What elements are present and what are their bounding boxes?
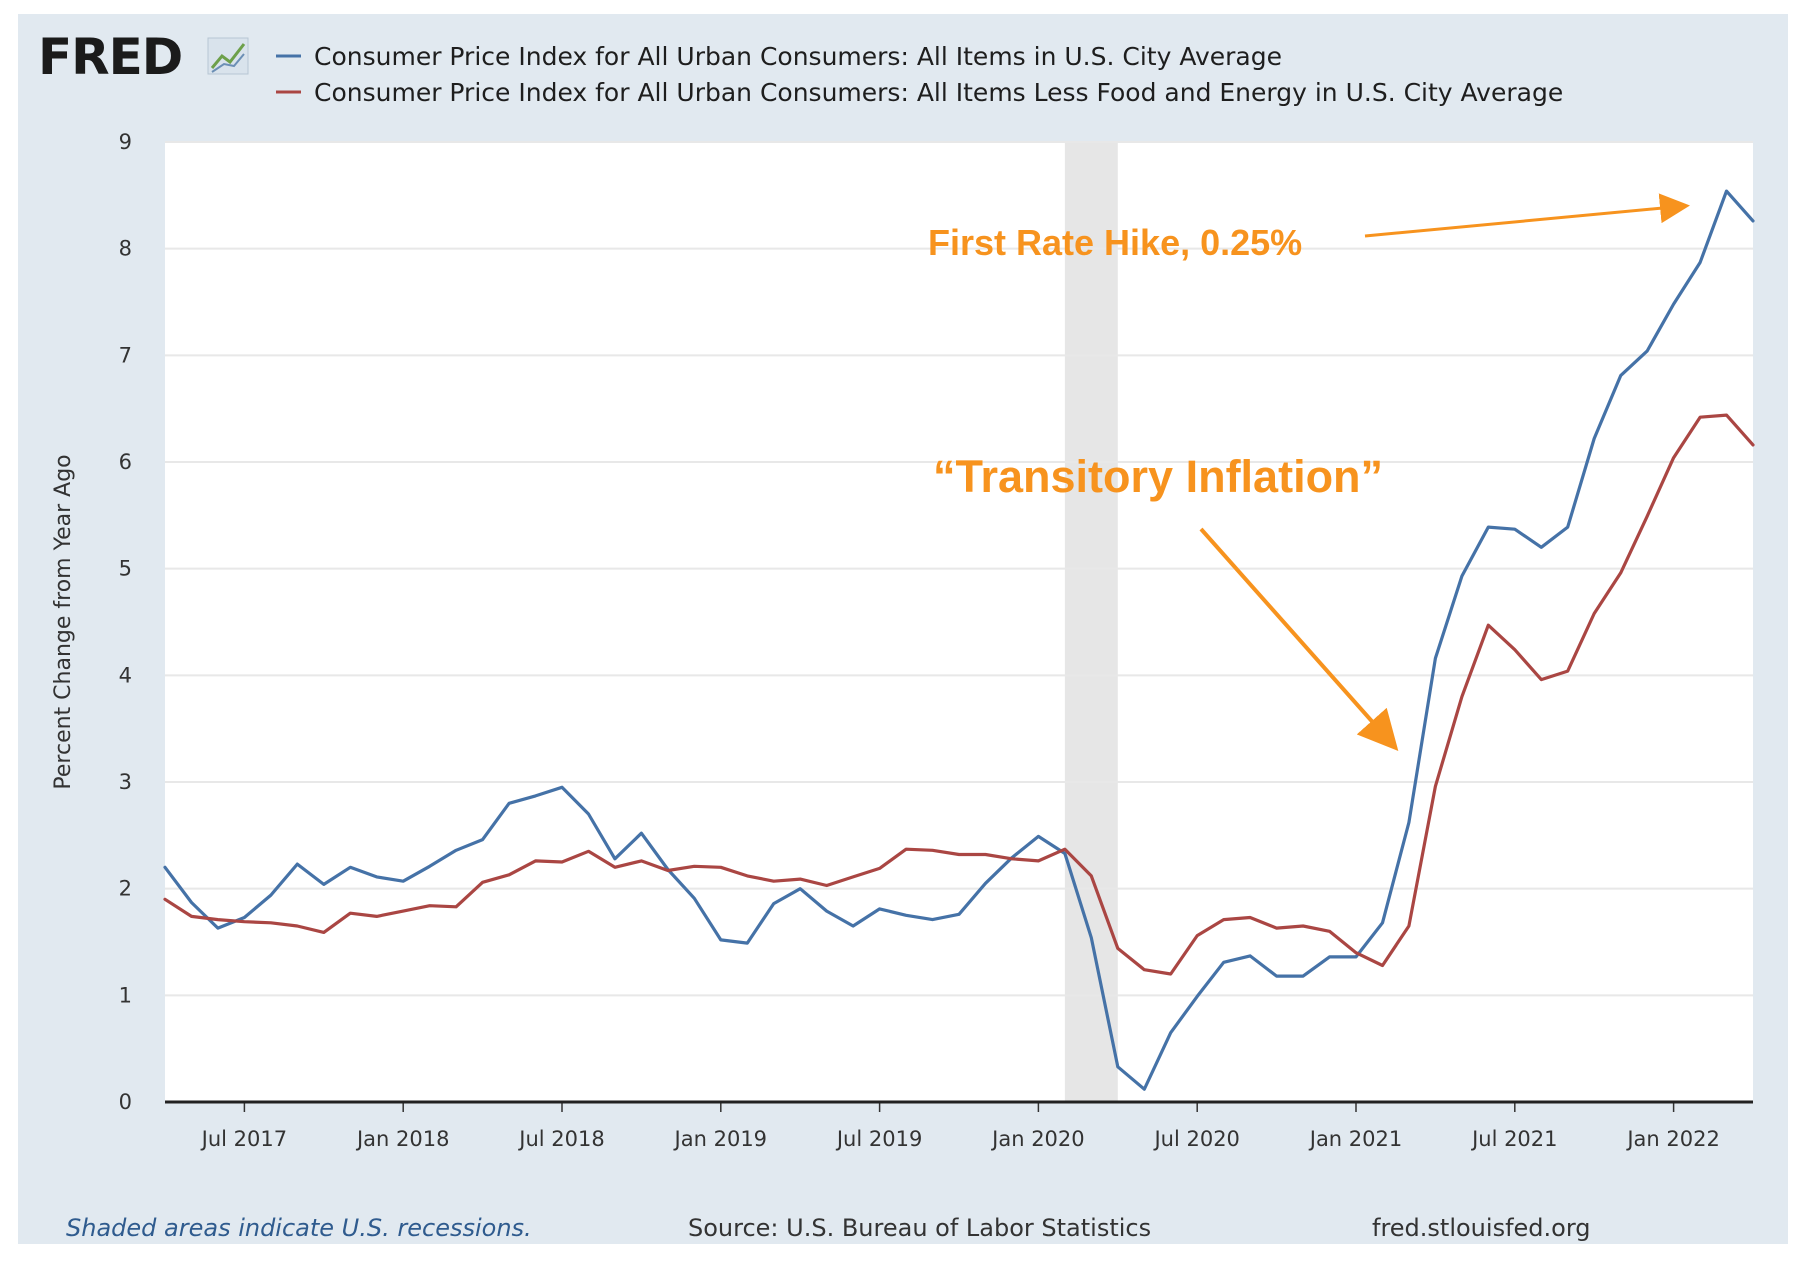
x-tick-label: Jul 2021	[1470, 1127, 1557, 1151]
y-axis-label: Percent Change from Year Ago	[51, 454, 76, 789]
x-tick-label: Jul 2018	[517, 1127, 604, 1151]
y-tick-label: 2	[119, 877, 132, 901]
series-lines	[163, 189, 1755, 1091]
legend-item-cpi-all[interactable]: Consumer Price Index for All Urban Consu…	[276, 42, 1282, 71]
y-tick-label: 5	[119, 557, 132, 581]
fred-logo[interactable]: FRED	[38, 28, 249, 86]
y-tick-label: 6	[119, 450, 132, 474]
x-tick-label: Jan 2021	[1308, 1127, 1403, 1151]
recession-band	[1064, 142, 1118, 1102]
legend: Consumer Price Index for All Urban Consu…	[276, 42, 1563, 107]
y-tick-label: 9	[119, 130, 132, 154]
x-tick-label: Jul 2020	[1152, 1127, 1239, 1151]
y-tick-label: 3	[119, 770, 132, 794]
fred-logo-text: FRED	[38, 28, 182, 86]
x-tick-label: Jan 2019	[673, 1127, 768, 1151]
fred-logo-graph-icon	[207, 37, 249, 75]
annotation-transitory-inflation-arrow	[1199, 527, 1399, 751]
recession-note: Shaded areas indicate U.S. recessions.	[66, 1214, 532, 1242]
y-tick-label: 8	[119, 237, 132, 261]
annotation-first-rate-hike-text: First Rate Hike, 0.25%	[928, 222, 1302, 263]
annotation-first-rate-hike-arrow	[1364, 193, 1690, 238]
x-tick-label: Jan 2018	[355, 1127, 450, 1151]
fred-site-link[interactable]: fred.stlouisfed.org	[1372, 1214, 1591, 1242]
annotation-transitory-inflation: “Transitory Inflation”	[933, 451, 1399, 751]
y-tick-label: 7	[119, 343, 132, 367]
y-tick-label: 0	[119, 1090, 132, 1114]
series-line-cpi-all[interactable]	[163, 189, 1755, 1091]
legend-label-cpi-all: Consumer Price Index for All Urban Consu…	[314, 42, 1282, 71]
source-note: Source: U.S. Bureau of Labor Statistics	[688, 1214, 1151, 1242]
series-line-cpi-core[interactable]	[163, 413, 1755, 976]
x-tick-label: Jul 2017	[200, 1127, 287, 1151]
x-tick-label: Jul 2019	[835, 1127, 922, 1151]
x-tick-label: Jan 2022	[1625, 1127, 1720, 1151]
recession-shading	[1064, 142, 1118, 1102]
plot-area	[165, 142, 1753, 1102]
x-tick-label: Jan 2020	[990, 1127, 1085, 1151]
x-axis-ticks: Jul 2017 Jan 2018 Jul 2018 Jan 2019 Jul 2019…	[200, 1102, 1720, 1151]
legend-label-cpi-core: Consumer Price Index for All Urban Consu…	[314, 78, 1563, 107]
annotation-transitory-inflation-text: “Transitory Inflation”	[933, 451, 1383, 502]
annotation-first-rate-hike: First Rate Hike, 0.25%	[928, 193, 1690, 263]
y-tick-label: 1	[119, 983, 132, 1007]
y-axis-ticks: 0 1 2 3 4 5 6 7 8 9	[119, 130, 132, 1114]
gridlines	[165, 141, 1753, 997]
y-tick-label: 4	[119, 663, 132, 687]
legend-item-cpi-core[interactable]: Consumer Price Index for All Urban Consu…	[276, 78, 1563, 107]
